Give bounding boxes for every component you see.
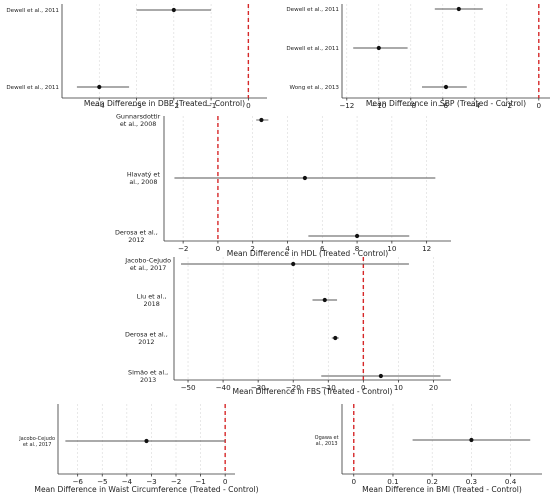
x-axis-label: Mean Difference in HDL (Treated - Contro…: [227, 249, 388, 258]
x-tick-label: −3: [131, 101, 142, 110]
x-tick-label: 0: [216, 244, 221, 253]
study-label: Wong et al., 2013: [290, 85, 340, 91]
effect-point: [144, 438, 149, 444]
study-label: Dewell et al., 2011: [6, 85, 59, 91]
x-tick-label: −2: [169, 101, 180, 110]
study-label: Dewell et al., 2011: [286, 7, 339, 13]
x-tick-label: 0.2: [426, 477, 437, 486]
x-tick-label: 0.1: [387, 477, 398, 486]
x-tick-label: 12: [422, 244, 431, 253]
x-tick-label: 10: [387, 244, 397, 253]
study-label: Dewell et al., 2011: [6, 8, 59, 14]
forest-panel-0: −4 −3 −2 −1 0 Dewell et al., 2011 Dewell et al…: [6, 4, 267, 110]
effect-point: [456, 6, 461, 12]
x-tick-label: −1: [206, 101, 217, 110]
x-tick-label: 0: [246, 101, 251, 110]
x-tick-label: 0: [351, 477, 356, 486]
x-tick-label: 10: [394, 383, 404, 392]
forest-panel-3: −50 −40 −30 −20 −10 0 10 20 Jacobo-Cejudo et al.,…: [124, 256, 451, 396]
study-label: Gunnarsdottir et al., 2008: [116, 112, 161, 128]
effect-point: [333, 335, 338, 341]
x-tick-label: −2: [178, 244, 189, 253]
study-label: Ogawa et al., 2013: [315, 435, 339, 447]
x-tick-label: 8: [355, 244, 360, 253]
effect-point: [354, 233, 360, 239]
x-tick-label: −5: [97, 477, 108, 486]
effect-point: [443, 84, 449, 90]
x-axis-label: Mean Difference in Waist Circumference (…: [34, 485, 258, 494]
study-label: Derosa et al., 2012: [115, 228, 158, 244]
forest-panel-5: 0 0.1 0.2 0.3 0.4 Ogawa et al., 2013 Mean Diffe…: [315, 404, 542, 494]
x-tick-label: −20: [286, 383, 302, 392]
x-tick-label: −10: [371, 101, 387, 110]
study-label: Simão et al., 2013: [128, 368, 168, 384]
effect-point: [469, 437, 474, 443]
forest-panel-1: −12 −10 −8 −6 −4 −2 0 Dewell et al., 2011 Dewell…: [286, 4, 550, 110]
x-tick-label: 6: [320, 244, 325, 253]
x-tick-label: 0.3: [466, 477, 477, 486]
x-tick-label: −3: [146, 477, 157, 486]
effect-point: [291, 261, 296, 267]
x-axis-label: Mean Difference in FBS (Treated - Contro…: [233, 387, 393, 396]
x-tick-label: −40: [216, 383, 232, 392]
effect-point: [378, 373, 383, 379]
effect-point: [302, 175, 307, 181]
study-label: Dewell et al., 2011: [286, 46, 339, 52]
study-label: Jacobo-Cejudo et al., 2017: [124, 256, 171, 272]
x-tick-label: 0: [223, 477, 228, 486]
effect-point: [322, 297, 327, 303]
x-tick-label: −4: [469, 101, 480, 110]
study-label: Liu et al., 2018: [137, 292, 167, 308]
x-axis-label: Mean Difference in DBP (Treated - Contro…: [84, 99, 245, 108]
x-tick-label: 0: [361, 383, 366, 392]
x-tick-label: −30: [251, 383, 267, 392]
effect-point: [376, 45, 381, 51]
x-tick-label: −8: [405, 101, 416, 110]
effect-point: [171, 7, 176, 13]
effect-point: [259, 117, 264, 123]
x-tick-label: 2: [250, 244, 255, 253]
x-tick-label: −2: [171, 477, 182, 486]
study-label: Jacobo-Cejudo et al., 2017: [18, 436, 55, 448]
x-axis-label: Mean Difference in BMI (Treated - Contro…: [362, 485, 522, 494]
x-tick-label: −50: [180, 383, 196, 392]
forest-panel-4: −6 −5 −4 −3 −2 −1 0 Jacobo-Cejudo et al., 2017 Me…: [18, 404, 259, 494]
x-tick-label: −4: [122, 477, 133, 486]
x-tick-label: −12: [339, 101, 354, 110]
effect-point: [97, 84, 102, 90]
x-tick-label: 4: [285, 244, 290, 253]
forest-panel-2: −2 0 2 4 6 8 10 12 Gunnarsdottir et al., 2008 Hlav…: [115, 112, 451, 258]
x-tick-label: −6: [437, 101, 448, 110]
x-tick-label: 0: [537, 101, 542, 110]
x-tick-label: −2: [501, 101, 512, 110]
x-axis-label: Mean Difference in SBP (Treated - Contro…: [366, 99, 526, 108]
x-tick-label: 20: [429, 383, 439, 392]
study-label: Hlavatý et al., 2008: [127, 170, 160, 186]
study-label: Derosa et al., 2012: [125, 330, 168, 346]
x-tick-label: −6: [72, 477, 83, 486]
x-tick-label: −1: [195, 477, 206, 486]
x-tick-label: −10: [321, 383, 337, 392]
x-tick-label: 0.4: [505, 477, 517, 486]
x-tick-label: −4: [94, 101, 105, 110]
